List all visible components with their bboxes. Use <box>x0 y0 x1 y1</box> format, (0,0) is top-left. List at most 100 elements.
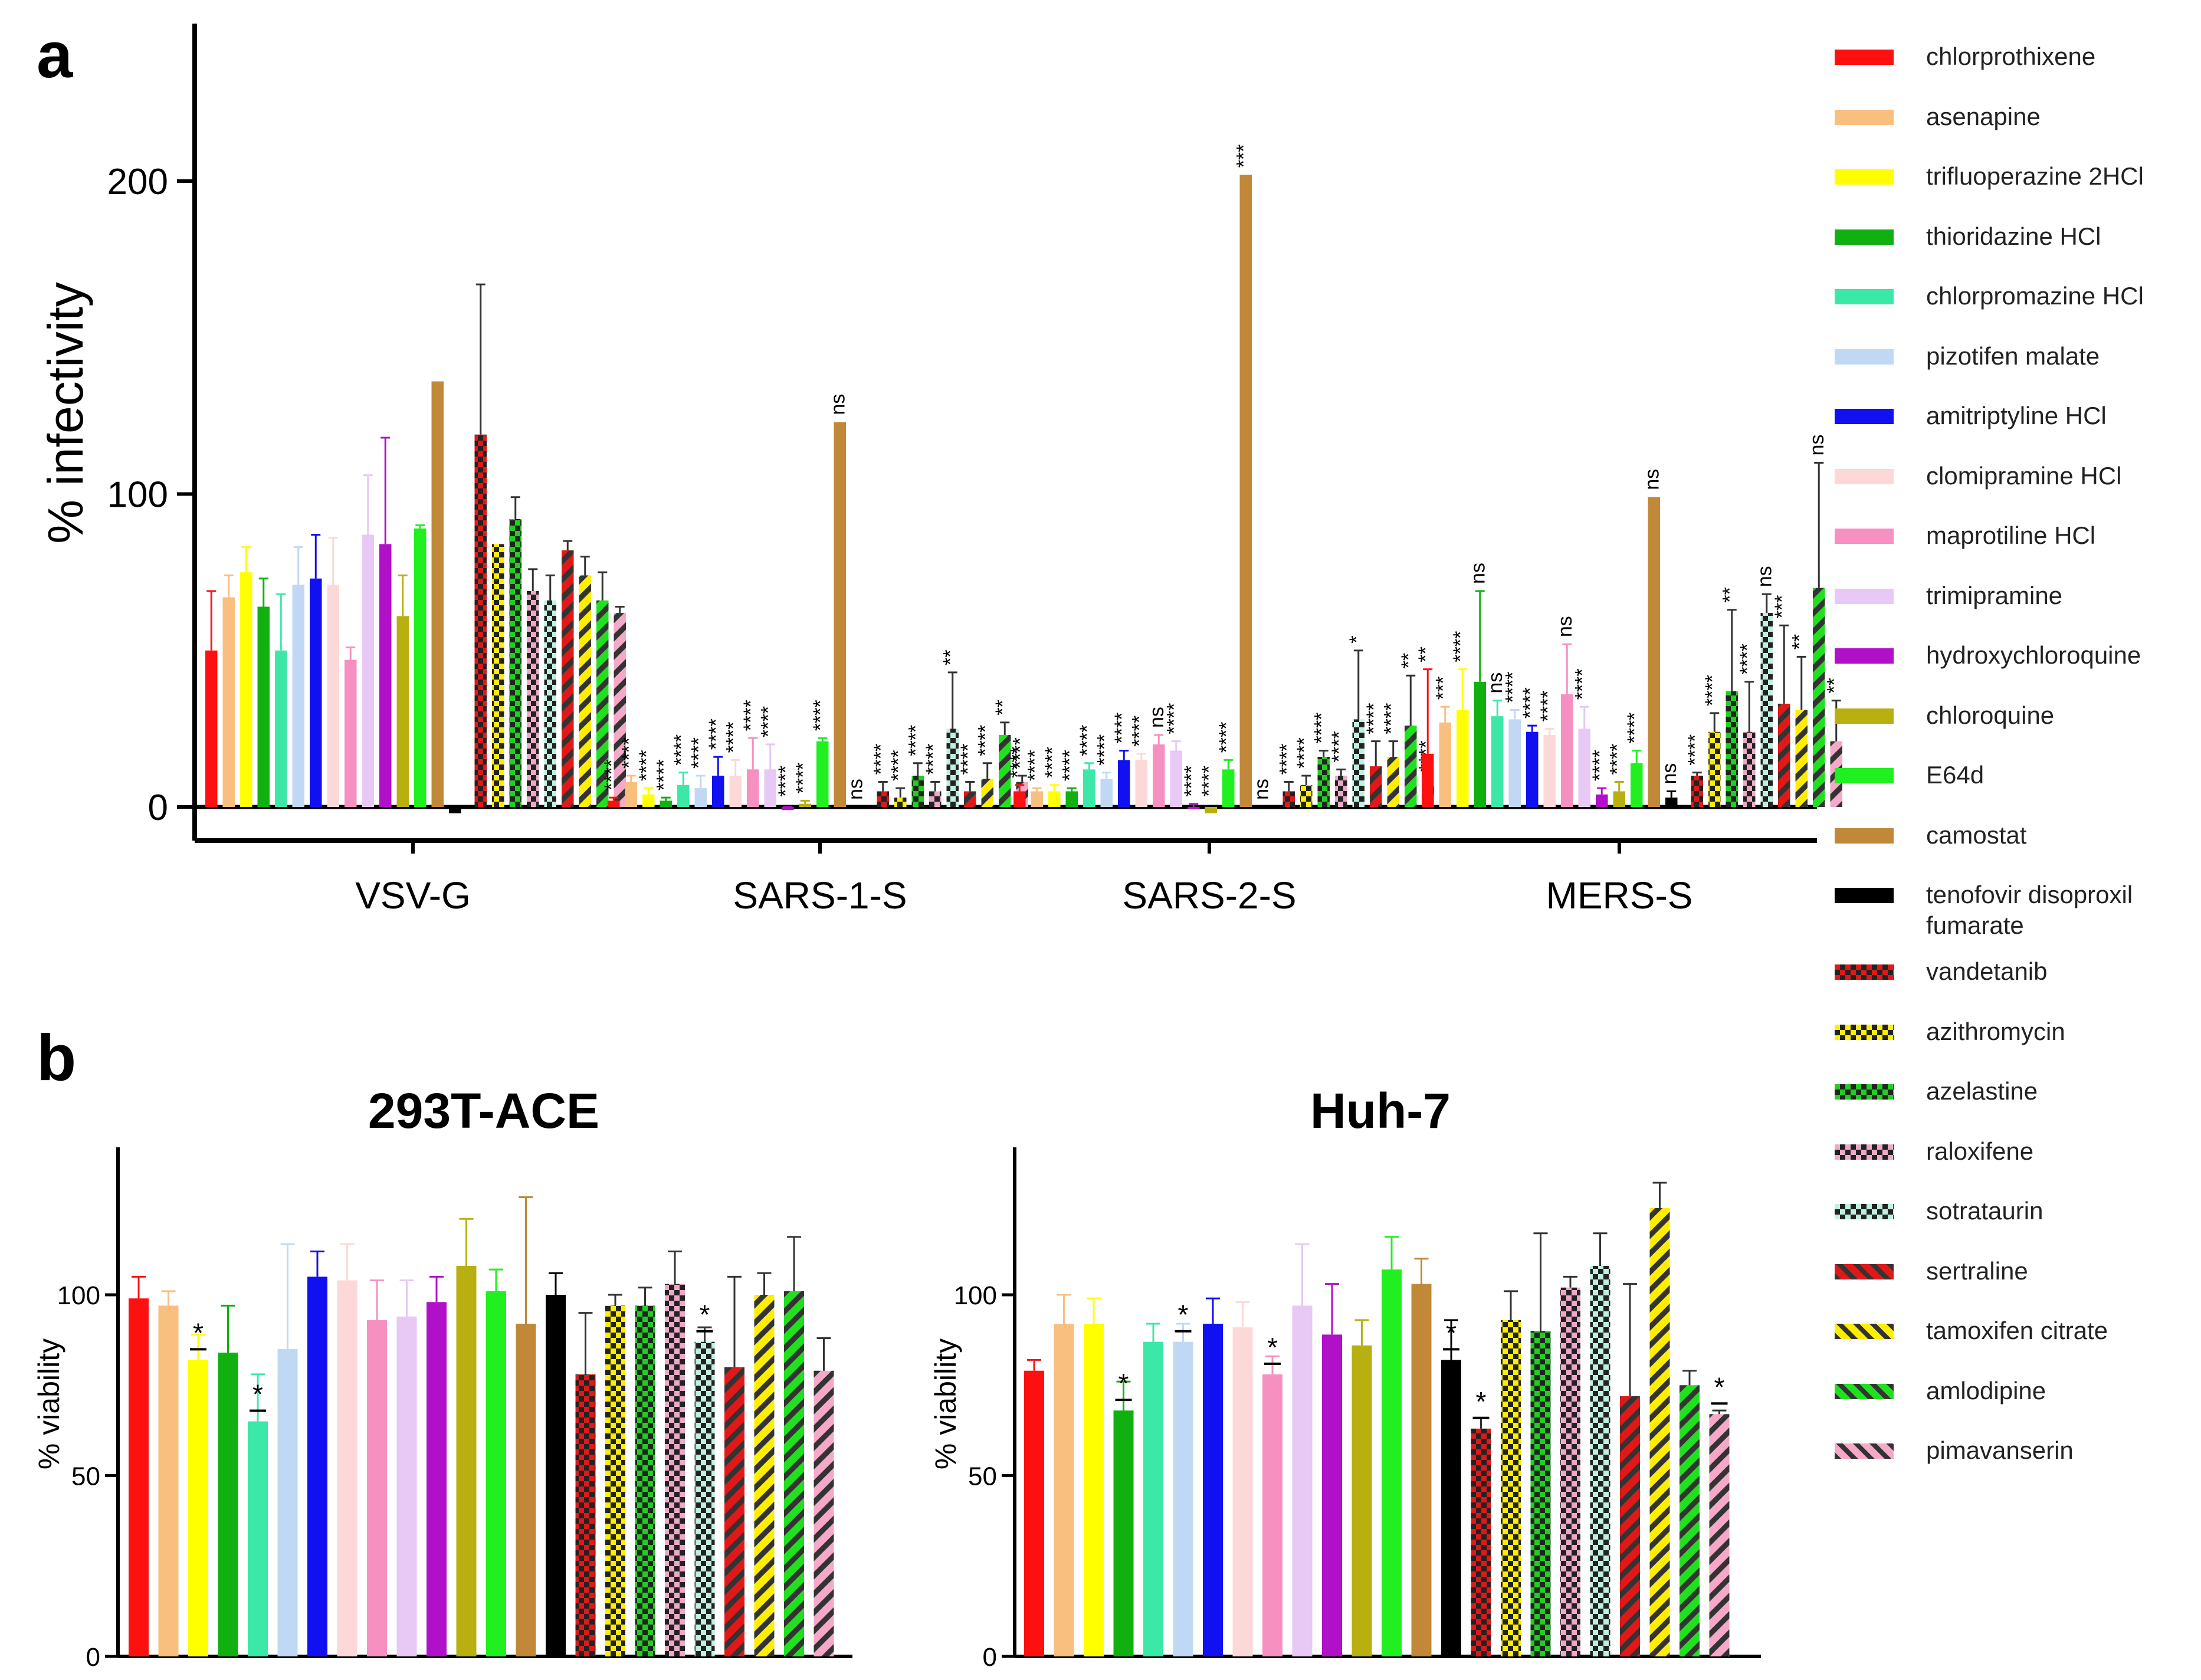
legend-label: clomipramine HCl <box>1926 461 2122 490</box>
y-tick-label: 0 <box>983 1643 997 1672</box>
bar-vsv-g-chloroquine <box>396 616 409 807</box>
significance-label: **** <box>1009 737 1032 769</box>
significance-label: ns <box>1554 616 1576 637</box>
significance-label: **** <box>635 750 658 781</box>
bar-mers-s-hydroxychloroquine <box>1596 794 1608 807</box>
significance-label: * <box>252 1379 263 1410</box>
bar-camostat <box>1411 1284 1432 1656</box>
chart-title: 293T-ACE <box>368 1083 599 1138</box>
bar-mers-s-chlorprothixene <box>1422 753 1434 807</box>
bar-hydroxychloroquine <box>1322 1334 1342 1656</box>
legend-swatch <box>1835 888 1894 903</box>
bar-vsv-g-raloxifene <box>527 590 539 807</box>
legend-label: pimavanserin <box>1926 1436 2074 1464</box>
bar-mers-s-trifluoperazine-2hcl <box>1457 710 1469 807</box>
bar-vsv-g-trifluoperazine-2hcl <box>240 572 252 807</box>
x-category-label-sars-1-s: SARS-1-S <box>733 874 907 917</box>
significance-label: ns <box>1754 566 1776 587</box>
bar-sars-1-s-clomipramine-hcl <box>729 775 742 807</box>
bar-sars-2-s-sertraline <box>1370 766 1382 807</box>
bar-vsv-g-maprotiline-hcl <box>345 659 357 807</box>
significance-label: **** <box>1311 713 1333 744</box>
legend-swatch <box>1835 1443 1894 1459</box>
bar-sars-2-s-vandetanib <box>1282 791 1295 807</box>
bar-mers-s-raloxifene <box>1743 731 1756 807</box>
significance-label: **** <box>757 706 780 737</box>
bar-mers-s-pizotifen-malate <box>1508 719 1521 807</box>
bar-asenapine <box>158 1305 179 1656</box>
significance-label: **** <box>1059 750 1081 781</box>
bar-mers-s-maprotiline-hcl <box>1561 694 1573 807</box>
significance-label: **** <box>1198 766 1221 797</box>
bar-mers-s-sertraline <box>1778 703 1790 807</box>
bar-sars-1-s-chlorprothixene <box>608 800 620 807</box>
significance-label: **** <box>975 725 997 756</box>
significance-label: **** <box>1363 703 1385 734</box>
bar-vandetanib <box>575 1374 596 1656</box>
legend-label: amitriptyline HCl <box>1926 402 2107 429</box>
y-tick-label: 200 <box>107 162 168 202</box>
bar-trimipramine <box>1292 1305 1313 1656</box>
legend-label: E64d <box>1926 761 1984 789</box>
significance-label: ** <box>1823 678 1846 693</box>
legend-label: amlodipine <box>1926 1376 2046 1405</box>
bar-sars-1-s-amlodipine <box>999 734 1011 807</box>
bar-hydroxychloroquine <box>427 1302 447 1656</box>
bar-vsv-g-amitriptyline-hcl <box>310 578 322 807</box>
bar-sars-2-s-trifluoperazine-2hcl <box>1048 791 1061 807</box>
significance-label: **** <box>1293 737 1316 769</box>
bar-mers-s-tamoxifen-citrate <box>1795 710 1808 807</box>
legend-swatch <box>1835 1084 1894 1100</box>
bar-sars-1-s-tenofovir-disoproxil-fumarate <box>851 807 864 809</box>
bar-sars-2-s-tenofovir-disoproxil-fumarate <box>1257 807 1270 809</box>
significance-label: ** <box>1415 647 1437 662</box>
bar-sars-2-s-e64d <box>1222 769 1235 807</box>
bar-raloxifene <box>665 1284 685 1656</box>
bar-sars-1-s-amitriptyline-hcl <box>712 775 724 807</box>
significance-label: ** <box>940 649 962 665</box>
bar-vsv-g-azelastine <box>509 519 521 807</box>
bar-asenapine <box>1054 1324 1074 1656</box>
bar-chloroquine <box>1352 1345 1372 1656</box>
bar-sars-2-s-camostat <box>1239 175 1252 807</box>
legend-swatch <box>1835 409 1894 424</box>
bar-sars-2-s-chlorpromazine-hcl <box>1083 769 1095 807</box>
significance-label: ns <box>1806 435 1828 456</box>
bar-raloxifene <box>1560 1287 1580 1656</box>
bar-chlorpromazine-hcl <box>248 1421 268 1656</box>
bar-sars-1-s-vandetanib <box>877 791 889 807</box>
bar-vsv-g-asenapine <box>222 597 235 807</box>
bar-sars-2-s-chlorprothixene <box>1013 791 1026 807</box>
legend-swatch <box>1835 828 1894 844</box>
bar-mers-s-thioridazine-hcl <box>1474 681 1486 807</box>
bar-trifluoperazine-2hcl <box>1084 1324 1104 1656</box>
significance-label: * <box>1118 1368 1129 1399</box>
bar-camostat <box>516 1324 536 1656</box>
bar-vsv-g-chlorprothixene <box>205 650 218 807</box>
significance-label: **** <box>1180 766 1203 797</box>
bar-azithromycin <box>605 1305 625 1656</box>
legend-swatch <box>1835 468 1894 484</box>
bar-maprotiline-hcl <box>367 1320 387 1656</box>
bar-sars-1-s-hydroxychloroquine <box>782 807 794 811</box>
bar-pimavanserin <box>814 1370 834 1656</box>
significance-label: **** <box>957 744 979 775</box>
bar-vsv-g-camostat <box>431 381 444 807</box>
panel-b-huh7-chart: 0 50 100 % viability Huh-7 * * * * * * <box>929 1083 1761 1672</box>
bar-tamoxifen-citrate <box>754 1295 775 1656</box>
legend-label: trimipramine <box>1926 581 2063 609</box>
legend-swatch <box>1835 708 1894 724</box>
significance-label: **** <box>1572 668 1594 700</box>
bar-trifluoperazine-2hcl <box>188 1360 208 1656</box>
bar-mers-s-sotrataurin <box>1760 613 1773 807</box>
bar-sars-2-s-sotrataurin <box>1352 719 1364 807</box>
significance-label: ns <box>1467 563 1490 584</box>
bar-sars-2-s-asenapine <box>1031 791 1043 807</box>
significance-label: **** <box>1215 721 1238 753</box>
significance-label: **** <box>670 734 693 766</box>
y-tick-label: 0 <box>148 788 168 828</box>
bar-sars-1-s-chloroquine <box>799 803 811 807</box>
bar-vsv-g-azithromycin <box>492 544 504 807</box>
legend-swatch <box>1835 289 1894 304</box>
